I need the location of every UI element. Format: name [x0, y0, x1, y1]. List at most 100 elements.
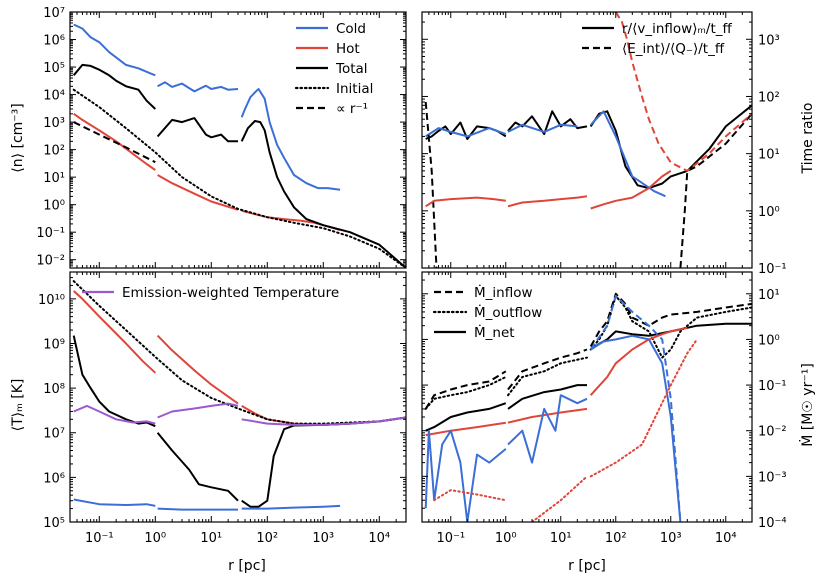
series-line-hot-seg0 — [73, 112, 156, 171]
series-line--net-total--seg1 — [507, 384, 587, 410]
x-tick-label: 10² — [605, 531, 627, 546]
series-line-total-seg0 — [72, 63, 156, 110]
series-line-hot-seg1 — [156, 334, 239, 405]
panel-density: 10⁻² 10⁻¹ 10⁰ 10¹ 10² 10³ 10⁴ 10⁵ 10⁶ 10⁷ Cold Hot T… — [36, 6, 407, 269]
series-line-cold-seg1 — [157, 507, 238, 511]
series-line--net-cold--seg2 — [590, 334, 682, 522]
series-line-total-seg2 — [240, 120, 406, 268]
y-tick-label-right: 10⁻¹ — [758, 262, 787, 277]
series-line-inflow-time-t-ff-total--seg1 — [507, 110, 588, 136]
series-line--net-total--seg0 — [425, 402, 507, 432]
y-tick-label-right: 10² — [758, 90, 780, 105]
series-line-cold-seg1 — [157, 81, 239, 93]
series-line--inflow-total--seg1 — [507, 348, 588, 391]
legend-label: Ṁ_net — [474, 323, 515, 341]
y-tick-label: 10⁹ — [43, 337, 65, 352]
y-tick-label: 10⁶ — [43, 471, 65, 486]
series-line-inflow-time-t-ff-hot--seg1 — [507, 195, 588, 208]
series-line--net-hot--seg2 — [589, 326, 688, 396]
legend-label: Ṁ_outflow — [474, 303, 542, 321]
y-tick-label-right: 10⁰ — [758, 333, 780, 348]
x-tick-label: 10⁻¹ — [85, 531, 114, 546]
panel-mass-flux: 10⁻¹ 10⁰ 10¹ 10² 10³ 10⁴ 10⁻⁴ 10⁻³ 10⁻² 10⁻¹ 10⁰ 10… — [421, 271, 787, 546]
legend-label: ∝ r⁻¹ — [336, 101, 368, 117]
xlabel-mass-flux: r [pc] — [568, 558, 606, 574]
x-tick-label: 10⁻¹ — [436, 531, 465, 546]
y-tick-label-right: 10¹ — [758, 148, 780, 163]
series-line-inflow-time-t-ff-hot--seg2 — [590, 170, 672, 210]
series-line-cooling-time-t-ff-hot--seg0 — [614, 12, 752, 172]
y-tick-label: 10² — [43, 144, 65, 159]
y-tick-label: 10⁻¹ — [36, 226, 65, 241]
y-tick-label: 10⁵ — [43, 516, 65, 531]
y-tick-label: 10³ — [43, 116, 65, 131]
y-tick-label: 10⁵ — [43, 61, 65, 76]
series-line--outflow-hot--seg1 — [531, 475, 588, 522]
ylabel-density: ⟨n⟩ [cm⁻³] — [10, 103, 26, 173]
series-line--outflow-hot--seg0 — [433, 489, 507, 502]
x-tick-label: 10¹ — [200, 531, 222, 546]
legend-label: Emission-weighted Temperature — [122, 285, 339, 301]
y-tick-label: 10⁸ — [43, 382, 65, 397]
x-tick-label: 10³ — [660, 531, 682, 546]
y-tick-label: 10¹ — [43, 171, 65, 186]
y-tick-label-right: 10⁻⁴ — [758, 516, 787, 531]
y-tick-label: 10¹⁰ — [38, 293, 65, 308]
y-tick-label: 10⁷ — [43, 6, 65, 21]
series-line-inflow-time-t-ff-hot--seg0 — [425, 196, 506, 208]
y-tick-label-right: 10⁻³ — [758, 470, 787, 485]
series-line-cold-seg0 — [73, 498, 156, 507]
series-line--net-hot--seg0 — [425, 421, 506, 437]
series-line--inflow-cold--seg0 — [589, 294, 682, 522]
ylabel-temperature: ⟨T⟩ₘ [K] — [10, 379, 26, 432]
y-tick-label: 10⁻² — [36, 254, 65, 269]
series-line--inflow-total--seg2 — [589, 292, 752, 347]
series-line--outflow-total--seg0 — [424, 376, 507, 410]
panel-time-ratio: 10⁻¹ 10⁰ 10¹ 10² 10³ r/⟨v_inflow⟩ₘ/t_ff ⟨E_int… — [421, 11, 787, 277]
legend: Cold Hot Total Initial ∝ r⁻¹ — [294, 21, 373, 117]
legend: r/⟨v_inflow⟩ₘ/t_ff ⟨E_int⟩/⟨Q₋⟩/t_ff — [582, 21, 732, 57]
x-tick-label: 10² — [256, 531, 278, 546]
series-line-total-seg0 — [72, 335, 156, 428]
series-line-total-seg1 — [156, 432, 239, 502]
series-line-cooling-time-t-ff-total--seg1 — [679, 113, 752, 268]
y-tick-label: 10⁷ — [43, 427, 65, 442]
x-tick-label: 10⁴ — [715, 531, 737, 546]
legend-label: r/⟨v_inflow⟩ₘ/t_ff — [622, 21, 732, 37]
legend-label: Total — [335, 61, 368, 77]
series-line-emission-weighted-temperature-seg0 — [73, 404, 156, 425]
series-line-cold-seg2 — [240, 88, 341, 191]
series-line-hot-seg0 — [73, 290, 156, 374]
series-line-hot-seg1 — [157, 174, 239, 211]
legend-label: Initial — [336, 81, 373, 97]
x-tick-label: 10³ — [312, 531, 334, 546]
x-tick-label: 10¹ — [550, 531, 572, 546]
y-tick-label: 10⁰ — [43, 199, 65, 214]
series-line-total-seg1 — [156, 117, 238, 143]
y-tick-label-right: 10³ — [758, 33, 780, 48]
x-tick-label: 10⁴ — [368, 531, 390, 546]
series-line-cold-seg2 — [241, 504, 341, 510]
y-tick-label-right: 10⁰ — [758, 205, 780, 220]
y-tick-label: 10⁶ — [43, 34, 65, 49]
series-line-initial-seg0 — [72, 88, 406, 268]
panel-temperature: 10⁻¹ 10⁰ 10¹ 10² 10³ 10⁴ 10⁵ 10⁶ 10⁷ 10⁸ 10⁹ 10¹⁰ Em… — [38, 271, 407, 546]
series-line--net-cold--seg0 — [424, 429, 507, 522]
series-line-cooling-time-t-ff-total--seg0 — [424, 101, 438, 268]
series-line-emission-weighted-temperature-seg2 — [241, 416, 406, 426]
series-line--net-cold--seg1 — [507, 394, 588, 464]
ylabel-time-ratio: Time ratio — [800, 103, 816, 175]
x-tick-label: 10⁰ — [495, 531, 517, 546]
series-line--outflow-hot--seg2 — [589, 338, 698, 478]
ylabel-mass-flux: Ṁ [M☉ yr⁻¹] — [798, 363, 816, 447]
series-line--inflow-total--seg0 — [424, 370, 507, 410]
series-line--outflow-total--seg1 — [507, 356, 588, 397]
series-line--r--seg0 — [73, 121, 156, 164]
legend: Ṁ_inflow Ṁ_outflow Ṁ_net — [432, 283, 542, 341]
series-line-inflow-time-t-ff-cold--seg1 — [507, 123, 578, 133]
series-line-cold-seg0 — [73, 23, 156, 77]
xlabel-temperature: r [pc] — [228, 558, 266, 574]
y-tick-label-right: 10⁻² — [758, 425, 787, 440]
series-line-inflow-time-t-ff-cold--seg2 — [589, 110, 666, 198]
